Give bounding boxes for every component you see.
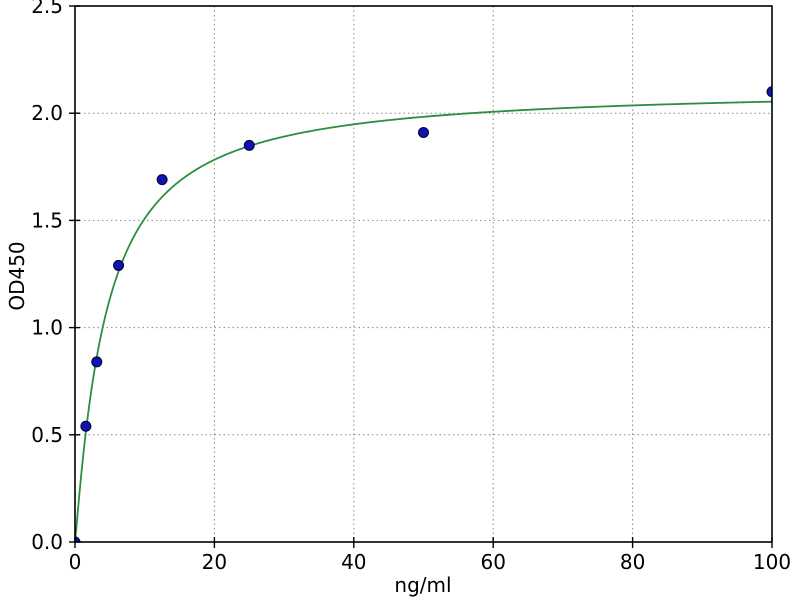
data-point-marker: [243, 139, 255, 151]
tick-label-layer: 0 20 40 60 80 100 0.0 0.5 1.0 1.5 2.0 2.5: [31, 0, 791, 574]
plot-border: [74, 5, 773, 543]
data-point-marker: [766, 86, 772, 98]
grid-layer: [75, 6, 772, 542]
data-point-marker: [113, 259, 125, 271]
data-point-marker: [418, 126, 429, 138]
x-tick-label: 0: [69, 550, 82, 574]
x-axis-label: ng/ml: [394, 573, 451, 597]
y-tick-label: 2.5: [31, 0, 63, 18]
x-tick-label: 100: [753, 550, 791, 574]
y-tick-label: 0.0: [31, 530, 63, 554]
x-tick-label: 40: [341, 550, 366, 574]
y-tick-label: 1.0: [31, 316, 63, 340]
data-layer: [75, 86, 772, 542]
data-point-marker: [91, 356, 103, 368]
y-tick-label: 2.0: [31, 101, 63, 125]
y-tick-label: 1.5: [31, 208, 63, 232]
data-point-marker: [80, 420, 92, 432]
data-point-marker: [75, 536, 81, 542]
x-tick-label: 60: [480, 550, 505, 574]
y-tick-label: 0.5: [31, 423, 63, 447]
tick-layer: [69, 5, 773, 548]
x-tick-label: 20: [202, 550, 227, 574]
y-axis-label: OD450: [5, 241, 29, 310]
data-point-marker: [156, 174, 168, 186]
fit-curve-line: [75, 100, 772, 542]
x-tick-label: 80: [620, 550, 645, 574]
